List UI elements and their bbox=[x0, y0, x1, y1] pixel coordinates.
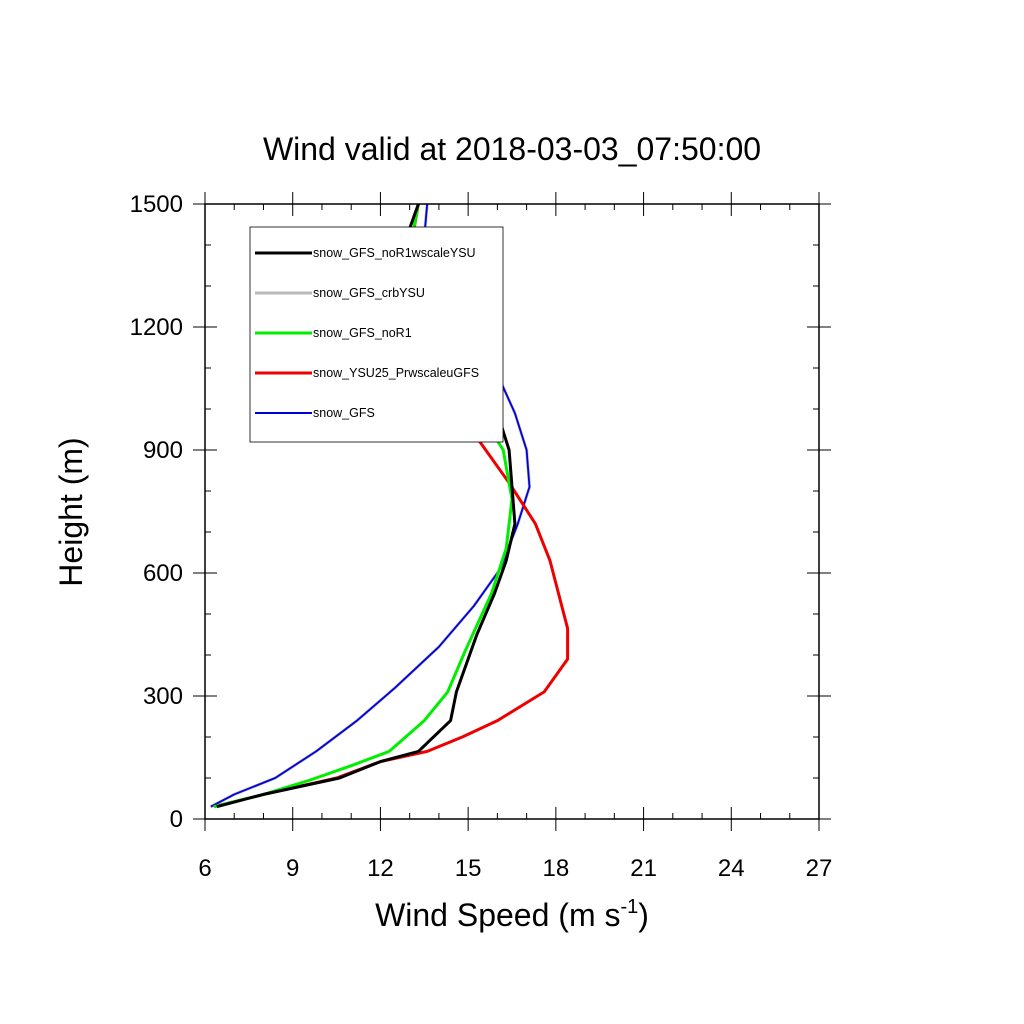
legend-label: snow_GFS_crbYSU bbox=[313, 286, 425, 300]
x-tick-label: 6 bbox=[198, 855, 211, 882]
x-tick-label: 18 bbox=[543, 855, 570, 882]
x-tick-label: 15 bbox=[455, 855, 482, 882]
y-tick-label: 1200 bbox=[130, 314, 183, 341]
y-tick-label: 900 bbox=[143, 437, 183, 464]
legend-label: snow_GFS bbox=[313, 406, 375, 420]
legend-label: snow_YSU25_PrwscaleuGFS bbox=[313, 366, 479, 380]
x-tick-label: 27 bbox=[806, 855, 833, 882]
x-tick-label: 24 bbox=[718, 855, 745, 882]
x-tick-labels: 6 9 12 15 18 21 24 27 bbox=[198, 855, 832, 882]
legend-label: snow_GFS_noR1wscaleYSU bbox=[313, 246, 476, 260]
y-tick-labels: 0 300 600 900 1200 1500 bbox=[130, 191, 183, 833]
y-axis-label: Height (m) bbox=[53, 437, 89, 586]
x-tick-label: 21 bbox=[630, 855, 657, 882]
y-tick-label: 600 bbox=[143, 560, 183, 587]
x-tick-label: 12 bbox=[367, 855, 394, 882]
y-tick-label: 1500 bbox=[130, 191, 183, 218]
x-axis-label: Wind Speed (m s-1) bbox=[375, 896, 649, 933]
plot-frame bbox=[204, 203, 820, 820]
legend-label: snow_GFS_noR1 bbox=[313, 326, 412, 340]
y-tick-label: 300 bbox=[143, 683, 183, 710]
y-tick-label: 0 bbox=[170, 806, 183, 833]
chart-title: Wind valid at 2018-03-03_07:50:00 bbox=[263, 131, 761, 167]
x-tick-label: 9 bbox=[286, 855, 299, 882]
legend: snow_GFS_noR1wscaleYSU snow_GFS_crbYSUsno… bbox=[249, 226, 504, 443]
